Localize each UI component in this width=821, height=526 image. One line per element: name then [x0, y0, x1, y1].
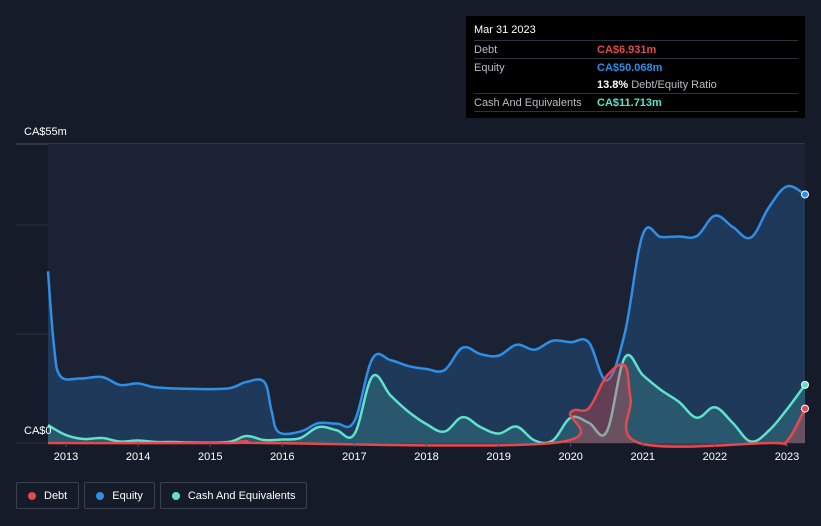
tooltip-row-cash: Cash And Equivalents CA$11.713m [474, 93, 798, 112]
series-layer [46, 184, 809, 448]
tooltip-ratio-label: Debt/Equity Ratio [631, 78, 717, 91]
tooltip-ratio-value: 13.8% [597, 78, 629, 91]
tooltip-row-equity: Equity CA$50.068m [474, 58, 798, 76]
legend-item-debt[interactable]: Debt [16, 482, 80, 509]
tooltip-equity-value: CA$50.068m [597, 61, 663, 74]
legend-label-equity: Equity [112, 489, 143, 502]
debt-area [48, 364, 805, 447]
tooltip-row-debt: Debt CA$6.931m [474, 40, 798, 58]
tooltip-equity-label: Equity [474, 61, 505, 74]
x-tick-label: 2021 [631, 451, 655, 463]
x-tick-label: 2013 [54, 451, 78, 463]
x-tick-label: 2014 [126, 451, 150, 463]
grid-lines [16, 143, 805, 444]
x-tick-label: 2016 [270, 451, 294, 463]
legend-dot-debt [28, 491, 36, 500]
equity-endpoint [801, 190, 809, 199]
legend-item-equity[interactable]: Equity [84, 482, 155, 509]
legend-label-cash: Cash And Equivalents [187, 489, 296, 502]
legend-dot-cash [171, 491, 180, 500]
y-axis-top-label: CA$55m [24, 126, 67, 138]
legend-dot-equity [96, 491, 105, 500]
x-tick-label: 2015 [198, 451, 222, 463]
legend-label-debt: Debt [44, 489, 68, 502]
x-tick-label: 2023 [775, 451, 799, 463]
equity-area [48, 186, 805, 444]
debt-line [47, 363, 807, 448]
cash-and-equivalents-area [48, 354, 805, 444]
x-tick-label: 2022 [703, 451, 727, 463]
x-tick-label: 2017 [342, 451, 366, 463]
chart-legend: Debt Equity Cash And Equivalents [16, 482, 308, 509]
y-axis-bottom-label: CA$0 [24, 425, 52, 437]
debt-endpoint [801, 404, 809, 413]
plot-background [48, 144, 805, 443]
x-axis-ticks: 2013 2014 2015 2016 2017 2018 2019 2020 2021 2022… [54, 443, 799, 463]
x-tick-label: 2019 [486, 451, 510, 463]
tooltip-debt-label: Debt [474, 43, 498, 56]
tooltip-date: Mar 31 2023 [474, 24, 536, 36]
tooltip-cash-label: Cash And Equivalents [474, 96, 582, 109]
data-tooltip: Mar 31 2023 Debt CA$6.931m Equity CA$50.… [466, 16, 805, 118]
tooltip-cash-value: CA$11.713m [597, 96, 662, 109]
equity-line [46, 184, 806, 436]
x-tick-label: 2020 [558, 451, 582, 463]
legend-item-cash[interactable]: Cash And Equivalents [159, 482, 308, 509]
tooltip-debt-value: CA$6.931m [597, 43, 657, 56]
x-tick-label: 2018 [414, 451, 438, 463]
cash-and-equivalents-endpoint [801, 380, 809, 389]
tooltip-row-ratio: 13.8% Debt/Equity Ratio [474, 76, 798, 93]
